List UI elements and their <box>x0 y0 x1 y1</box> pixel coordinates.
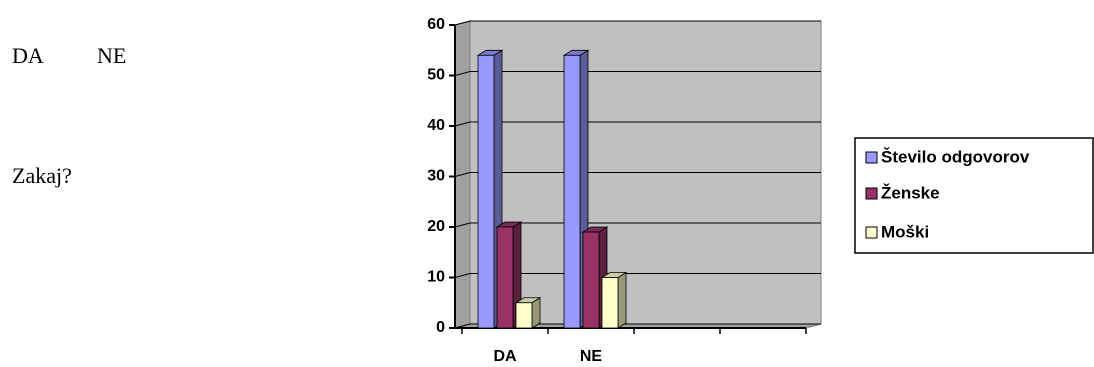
y-tick-label: 60 <box>427 16 445 33</box>
grid-line <box>454 172 471 177</box>
chart: 0 10 20 30 40 50 60 DA NE Število odgovorov Ženske… <box>427 16 1094 365</box>
option-text: NE <box>97 43 126 68</box>
grid-line <box>454 222 471 228</box>
bar <box>496 226 514 329</box>
bar <box>515 302 533 329</box>
y-tick-label: 50 <box>427 67 445 84</box>
legend-swatch <box>865 151 878 164</box>
y-tick-label: 10 <box>427 269 445 286</box>
legend-box <box>854 137 1094 254</box>
option-text: DA <box>12 43 44 68</box>
bar <box>477 54 495 329</box>
legend-swatch <box>865 226 878 239</box>
y-tick-label: 40 <box>427 117 445 134</box>
x-tick-label: DA <box>493 348 517 365</box>
legend: Število odgovorov Ženske Moški <box>854 137 1094 254</box>
bar <box>563 54 581 329</box>
y-tick-label: 20 <box>427 218 445 235</box>
y-tick-label: 30 <box>427 168 445 185</box>
bar <box>601 277 619 329</box>
grid-line <box>454 20 471 26</box>
grid-line <box>454 71 471 76</box>
legend-swatch <box>865 187 878 200</box>
legend-label: Moški <box>881 222 929 241</box>
legend-label: Število odgovorov <box>881 147 1030 166</box>
bar <box>582 231 600 329</box>
x-tick-label: NE <box>580 348 603 365</box>
grid-line <box>454 273 471 278</box>
grid-line <box>454 121 471 127</box>
question-text: Zakaj? <box>12 163 72 188</box>
y-tick-label: 0 <box>436 319 445 336</box>
bar-side <box>617 271 627 329</box>
legend-label: Ženske <box>881 183 940 202</box>
